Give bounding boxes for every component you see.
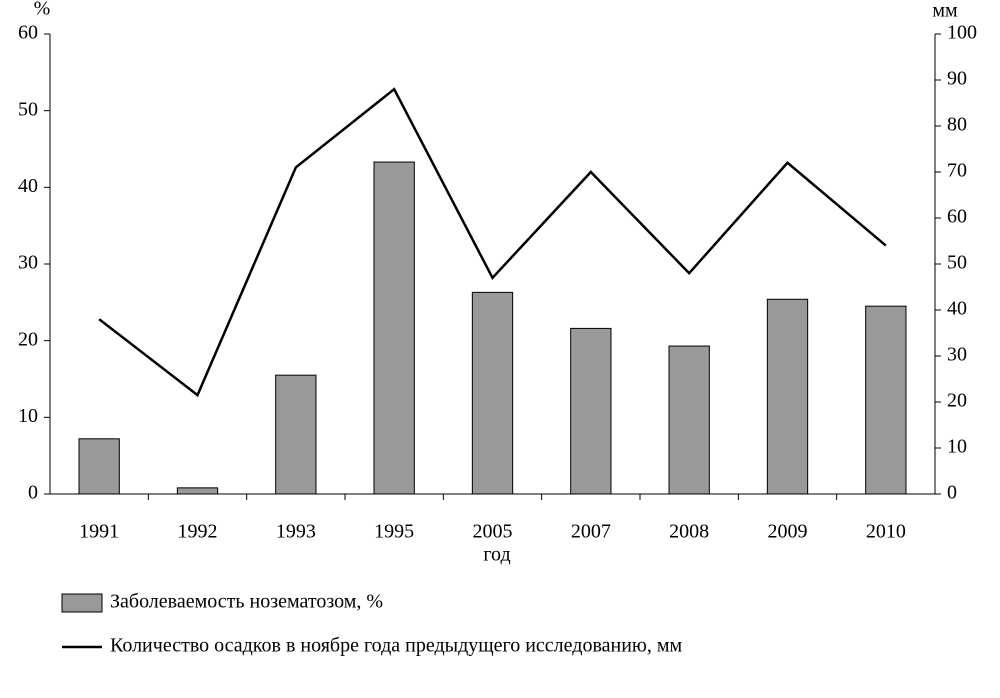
y-tick-label: 60 (18, 22, 38, 44)
y2-tick-label: 100 (947, 22, 977, 44)
x-tick-label: 2009 (768, 521, 808, 543)
line (98, 87, 887, 398)
x-tick-label: 1991 (79, 521, 119, 543)
bar (176, 487, 219, 495)
y-tick-label: 30 (18, 252, 38, 274)
bar (570, 327, 612, 495)
y2-axis-label: мм (932, 0, 958, 22)
y-tick-label: 10 (18, 405, 38, 427)
bar (373, 161, 415, 495)
y2-tick-label: 70 (947, 160, 967, 182)
x-tick-label: 2010 (866, 521, 906, 543)
x-tick-label: 1993 (276, 521, 316, 543)
x-tick-label: 2008 (669, 521, 709, 543)
y2-tick-label: 90 (947, 68, 967, 90)
x-axis-label: год (483, 544, 510, 566)
y2-tick-label: 10 (947, 436, 967, 458)
y-tick-label: 40 (18, 175, 38, 197)
legend-label: Заболеваемость нозематозом, % (110, 591, 383, 613)
y2-tick-label: 20 (947, 390, 967, 412)
x-tick-label: 2007 (571, 521, 611, 543)
bar (865, 305, 907, 495)
y-tick-label: 50 (18, 98, 38, 120)
legend-label: Количество осадков в ноябре года предыду… (110, 635, 683, 657)
x-tick-label: 1995 (374, 521, 414, 543)
y2-tick-label: 80 (947, 114, 967, 136)
bar (275, 374, 317, 495)
x-tick-label: 2005 (473, 521, 513, 543)
y2-tick-label: 0 (947, 482, 957, 504)
y2-tick-label: 50 (947, 252, 967, 274)
y-tick-label: 20 (18, 328, 38, 350)
y2-tick-label: 30 (947, 344, 967, 366)
y-tick-label: 0 (28, 482, 38, 504)
y2-tick-label: 60 (947, 206, 967, 228)
bar (471, 291, 514, 495)
x-tick-label: 1992 (178, 521, 218, 543)
bar (78, 438, 120, 495)
bar (668, 345, 710, 495)
legend-swatch (61, 593, 103, 613)
y2-tick-label: 40 (947, 298, 967, 320)
bar (766, 298, 809, 495)
y-axis-label: % (34, 0, 51, 20)
